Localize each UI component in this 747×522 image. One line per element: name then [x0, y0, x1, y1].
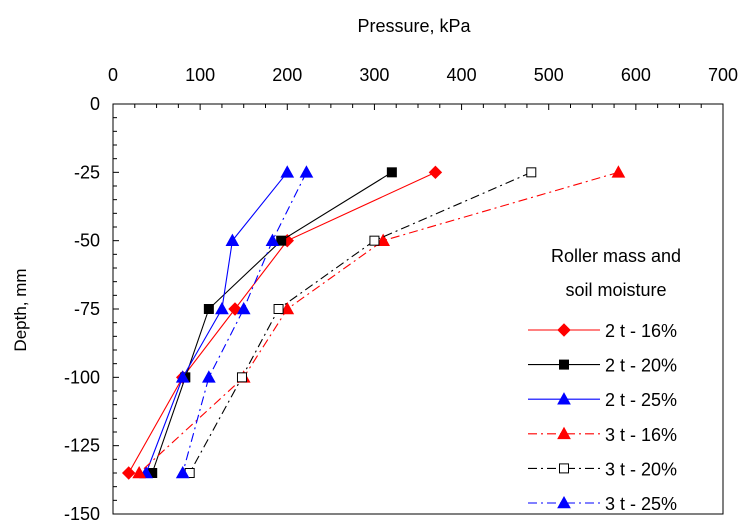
data-point	[228, 302, 242, 316]
legend-marker	[557, 392, 571, 405]
y-tick-label: -25	[74, 162, 100, 182]
y-tick-label: -125	[64, 436, 100, 456]
data-point	[376, 233, 390, 246]
legend-label: 2 t - 16%	[605, 321, 677, 341]
legend-marker	[557, 426, 571, 440]
y-tick-labels: 0 -25 -50 -75 -100 -125 -150	[64, 94, 100, 522]
x-tick-label: 100	[185, 65, 215, 85]
series-2-t-16	[121, 165, 443, 480]
legend-label: 3 t - 16%	[605, 425, 677, 445]
legend-label: 2 t - 25%	[605, 390, 677, 410]
legend-entries: 2 t - 16% 2 t - 20% 2 t - 25% 3 t - 16% 3 t …	[528, 321, 677, 514]
series-3-t-25	[175, 165, 314, 479]
legend-entry-2-t-16: 2 t - 16%	[528, 321, 677, 341]
data-point	[175, 370, 190, 383]
data-point	[236, 301, 251, 315]
series-2-t-25	[139, 165, 295, 479]
x-tick-label: 300	[359, 65, 389, 85]
data-point	[236, 372, 247, 383]
x-tick-label: 0	[108, 65, 118, 85]
legend-marker	[557, 495, 571, 509]
x-tick-label: 600	[621, 65, 651, 85]
legend-label: 3 t - 20%	[605, 459, 677, 479]
data-point	[132, 465, 146, 479]
data-point	[121, 466, 136, 480]
data-point	[273, 304, 284, 314]
legend-marker	[559, 359, 569, 370]
data-point	[175, 465, 190, 479]
data-point	[369, 235, 380, 246]
y-tick-label: -100	[64, 367, 100, 387]
series-line	[138, 171, 619, 474]
data-point	[526, 167, 537, 178]
series-line	[182, 172, 307, 474]
data-point	[611, 165, 626, 178]
y-axis-title: Depth, mm	[11, 268, 30, 351]
legend: Roller mass and soil moisture 2 t - 16%2…	[528, 246, 681, 514]
data-point	[265, 233, 280, 246]
y-tick-label: -150	[64, 504, 100, 522]
legend-marker	[559, 463, 569, 474]
series-2-t-20	[147, 167, 397, 478]
data-point	[280, 165, 295, 178]
x-tick-label: 500	[534, 65, 564, 85]
y-tick-label: -50	[74, 231, 100, 251]
x-axis-title: Pressure, kPa	[357, 16, 471, 36]
data-point	[428, 165, 443, 180]
data-point	[276, 235, 287, 246]
data-point	[215, 301, 229, 315]
y-tick-label: -75	[74, 299, 100, 319]
x-tick-label: 200	[272, 65, 302, 85]
series-layer	[121, 165, 626, 480]
legend-title-line1: Roller mass and	[551, 246, 681, 266]
x-tick-labels: 0 100 200 300 400 500 600 700	[108, 65, 738, 85]
legend-entry-3-t-16: 3 t - 16%	[528, 425, 677, 445]
data-point	[225, 233, 240, 246]
plot-axes	[112, 103, 724, 515]
legend-entry-2-t-20: 2 t - 20%	[528, 356, 677, 376]
series-line	[189, 171, 532, 474]
data-point	[280, 301, 295, 315]
legend-entry-3-t-25: 3 t - 25%	[528, 494, 677, 514]
series-3-t-20	[184, 167, 537, 478]
y-tick-label: 0	[90, 94, 100, 114]
data-point	[386, 167, 397, 178]
series-line	[128, 171, 436, 474]
series-3-t-16	[132, 165, 626, 479]
data-point	[203, 304, 214, 314]
legend-entry-2-t-25: 2 t - 25%	[528, 390, 677, 410]
legend-title-line2: soil moisture	[565, 280, 666, 300]
data-point	[202, 370, 216, 383]
legend-entry-3-t-20: 3 t - 20%	[528, 459, 677, 479]
x-tick-label: 400	[447, 65, 477, 85]
legend-label: 2 t - 20%	[605, 356, 677, 376]
legend-label: 3 t - 25%	[605, 494, 677, 514]
x-tick-label: 700	[708, 65, 738, 85]
data-point	[299, 165, 314, 178]
legend-marker	[557, 323, 571, 337]
